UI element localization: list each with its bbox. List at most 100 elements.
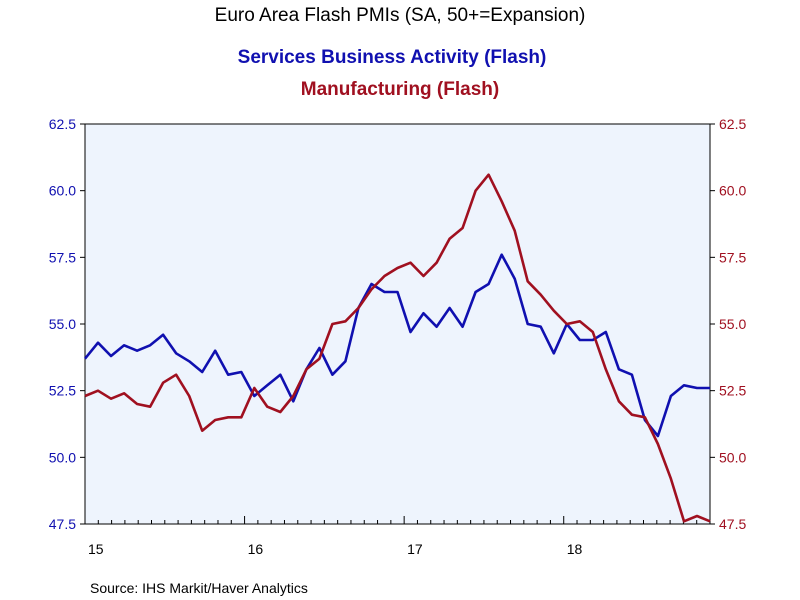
services-data-point — [279, 373, 281, 375]
manufacturing-data-point — [240, 416, 242, 418]
services-data-point — [84, 357, 86, 359]
services-series-line — [83, 253, 710, 438]
services-data-point — [292, 400, 294, 402]
services-data-point — [592, 339, 594, 341]
services-data-point — [513, 277, 515, 279]
manufacturing-data-point — [500, 200, 502, 202]
services-data-point — [448, 307, 450, 309]
right-y-tick-label: 55.0 — [719, 316, 746, 332]
manufacturing-data-point — [644, 416, 646, 418]
x-tick-label: 17 — [407, 541, 423, 557]
right-y-tick-label: 52.5 — [719, 383, 746, 399]
manufacturing-data-point — [123, 392, 125, 394]
services-data-point — [110, 355, 112, 357]
manufacturing-data-point — [409, 261, 411, 263]
manufacturing-data-point — [657, 443, 659, 445]
right-y-tick-label: 60.0 — [719, 183, 746, 199]
right-y-tick-label: 57.5 — [719, 249, 746, 265]
manufacturing-data-point — [344, 320, 346, 322]
left-y-tick-label: 52.5 — [49, 383, 76, 399]
manufacturing-data-point — [188, 395, 190, 397]
manufacturing-data-point — [592, 331, 594, 333]
services-data-point — [409, 331, 411, 333]
services-series-title: Services Business Activity (Flash) — [238, 47, 547, 68]
manufacturing-data-point — [136, 403, 138, 405]
services-data-point — [474, 291, 476, 293]
services-data-point — [461, 325, 463, 327]
left-y-tick-label: 62.5 — [49, 116, 76, 132]
manufacturing-data-point — [487, 173, 489, 175]
services-data-point — [227, 373, 229, 375]
manufacturing-data-point — [97, 389, 99, 391]
services-data-point — [162, 333, 164, 335]
services-data-point — [540, 325, 542, 327]
manufacturing-data-point — [396, 267, 398, 269]
series-layer — [83, 173, 711, 523]
services-data-point — [553, 352, 555, 354]
right-y-axis: 62.5 60.0 57.5 55.0 52.5 50.0 47.5 — [710, 116, 746, 532]
manufacturing-data-point — [318, 357, 320, 359]
manufacturing-data-point — [709, 520, 711, 522]
right-y-tick-label: 62.5 — [719, 116, 746, 132]
manufacturing-data-point — [175, 373, 177, 375]
services-data-point — [240, 371, 242, 373]
left-y-tick-label: 60.0 — [49, 183, 76, 199]
manufacturing-data-point — [305, 368, 307, 370]
x-tick-label: 15 — [88, 541, 104, 557]
services-data-point — [253, 395, 255, 397]
services-data-point — [344, 360, 346, 362]
manufacturing-data-point — [84, 395, 86, 397]
services-data-point — [500, 253, 502, 255]
manufacturing-data-point — [357, 307, 359, 309]
manufacturing-data-point — [461, 227, 463, 229]
services-data-point — [696, 387, 698, 389]
manufacturing-data-point — [527, 280, 529, 282]
services-data-point — [605, 331, 607, 333]
left-y-tick-label: 50.0 — [49, 449, 76, 465]
services-data-point — [435, 325, 437, 327]
left-y-tick-label: 57.5 — [49, 249, 76, 265]
left-y-axis: 62.5 60.0 57.5 55.0 52.5 50.0 47.5 — [49, 116, 85, 532]
manufacturing-data-point — [540, 293, 542, 295]
manufacturing-data-point — [553, 309, 555, 311]
manufacturing-data-point — [683, 520, 685, 522]
left-y-tick-label: 55.0 — [49, 316, 76, 332]
services-data-point — [266, 384, 268, 386]
manufacturing-data-point — [448, 237, 450, 239]
services-data-point — [383, 291, 385, 293]
manufacturing-data-point — [579, 320, 581, 322]
manufacturing-data-point — [605, 368, 607, 370]
manufacturing-data-point — [253, 387, 255, 389]
manufacturing-series-line — [84, 173, 711, 523]
manufacturing-data-point — [670, 477, 672, 479]
manufacturing-data-point — [331, 323, 333, 325]
source-note: Source: IHS Markit/Haver Analytics — [90, 580, 308, 596]
manufacturing-data-point — [201, 429, 203, 431]
manufacturing-data-point — [422, 275, 424, 277]
services-data-point — [527, 323, 529, 325]
services-data-point — [618, 368, 620, 370]
manufacturing-data-point — [292, 395, 294, 397]
services-data-point — [396, 291, 398, 293]
services-data-point — [201, 371, 203, 373]
right-y-tick-label: 47.5 — [719, 516, 746, 532]
services-data-point — [579, 339, 581, 341]
services-data-point — [97, 341, 99, 343]
services-data-point — [631, 373, 633, 375]
right-y-tick-label: 50.0 — [719, 449, 746, 465]
services-data-point — [123, 344, 125, 346]
left-y-tick-label: 47.5 — [49, 516, 76, 532]
manufacturing-data-point — [631, 413, 633, 415]
services-data-point — [188, 360, 190, 362]
manufacturing-data-point — [162, 381, 164, 383]
services-data-point — [683, 384, 685, 386]
manufacturing-data-point — [474, 189, 476, 191]
manufacturing-series-title: Manufacturing (Flash) — [301, 79, 499, 100]
manufacturing-data-point — [214, 419, 216, 421]
manufacturing-data-point — [370, 288, 372, 290]
manufacturing-data-point — [566, 323, 568, 325]
services-data-point — [487, 283, 489, 285]
manufacturing-data-point — [149, 405, 151, 407]
x-axis: 15 16 17 18 — [84, 516, 711, 557]
manufacturing-data-point — [383, 275, 385, 277]
